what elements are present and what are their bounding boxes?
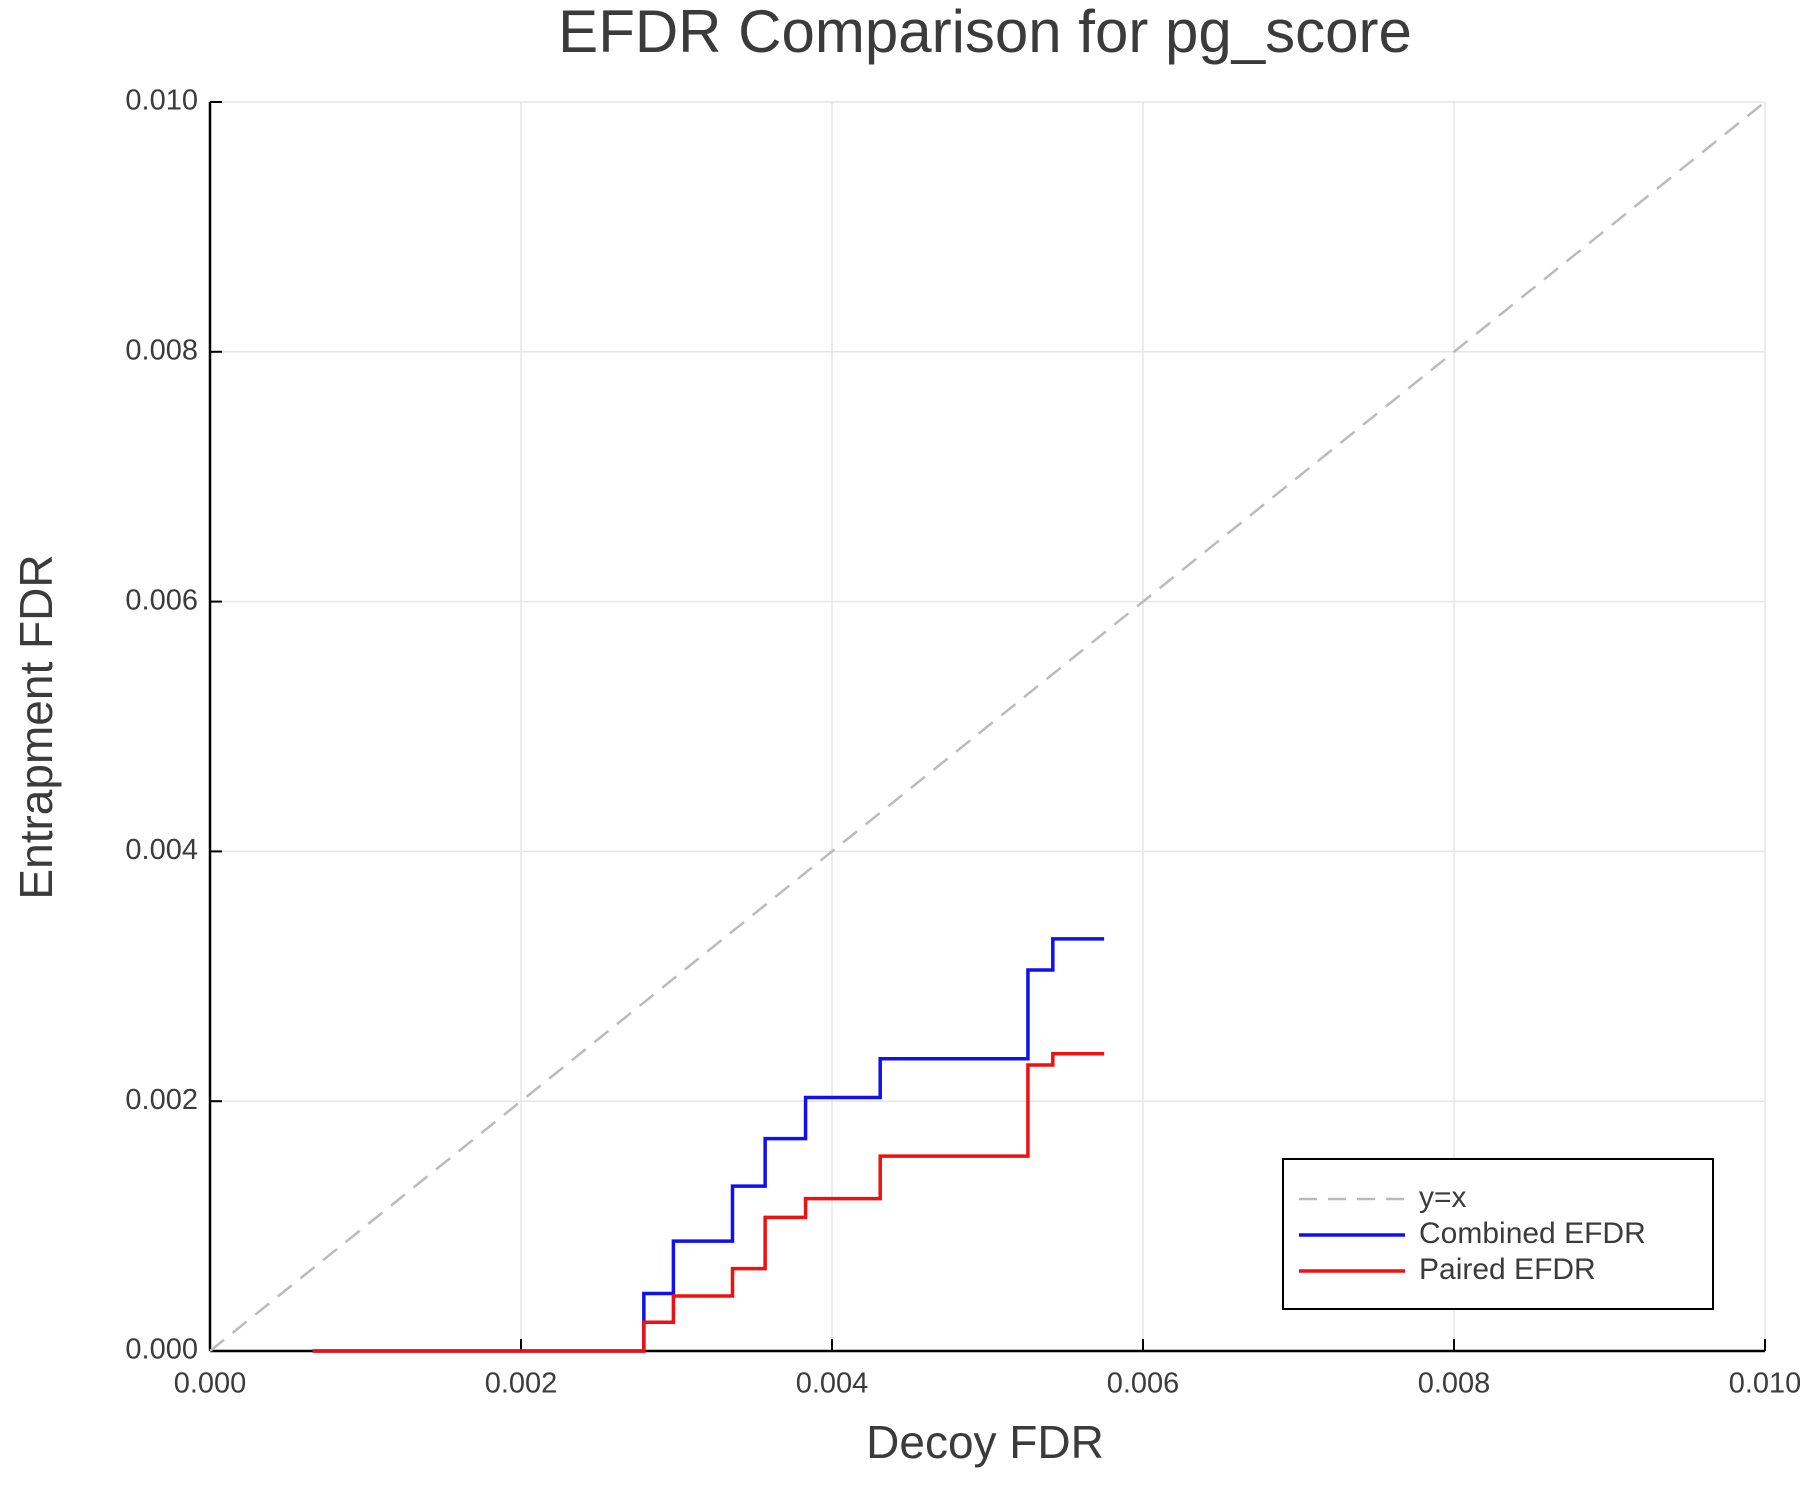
y-axis-label: Entrapment FDR <box>10 554 62 899</box>
x-tick-label: 0.010 <box>1729 1368 1800 1400</box>
series-line <box>312 937 1105 1353</box>
x-tick-label: 0.004 <box>796 1368 869 1400</box>
legend-label: Paired EFDR <box>1419 1253 1596 1286</box>
x-axis-label: Decoy FDR <box>866 1416 1104 1468</box>
series-line <box>209 101 1766 1352</box>
legend-label: Combined EFDR <box>1419 1217 1646 1250</box>
x-tick-label: 0.000 <box>174 1368 247 1400</box>
y-tick-label: 0.000 <box>125 1334 198 1366</box>
y-tick-label: 0.008 <box>125 334 198 366</box>
x-tick-label: 0.008 <box>1418 1368 1491 1400</box>
y-tick-label: 0.006 <box>125 584 198 616</box>
x-tick-label: 0.006 <box>1107 1368 1180 1400</box>
chart-title: EFDR Comparison for pg_score <box>558 0 1412 65</box>
y-tick-label: 0.004 <box>125 834 198 866</box>
y-tick-label: 0.010 <box>125 85 198 117</box>
x-tick-label: 0.002 <box>485 1368 558 1400</box>
y-tick-label: 0.002 <box>125 1084 198 1116</box>
legend-label: y=x <box>1419 1181 1467 1214</box>
series-line <box>312 1051 1105 1353</box>
